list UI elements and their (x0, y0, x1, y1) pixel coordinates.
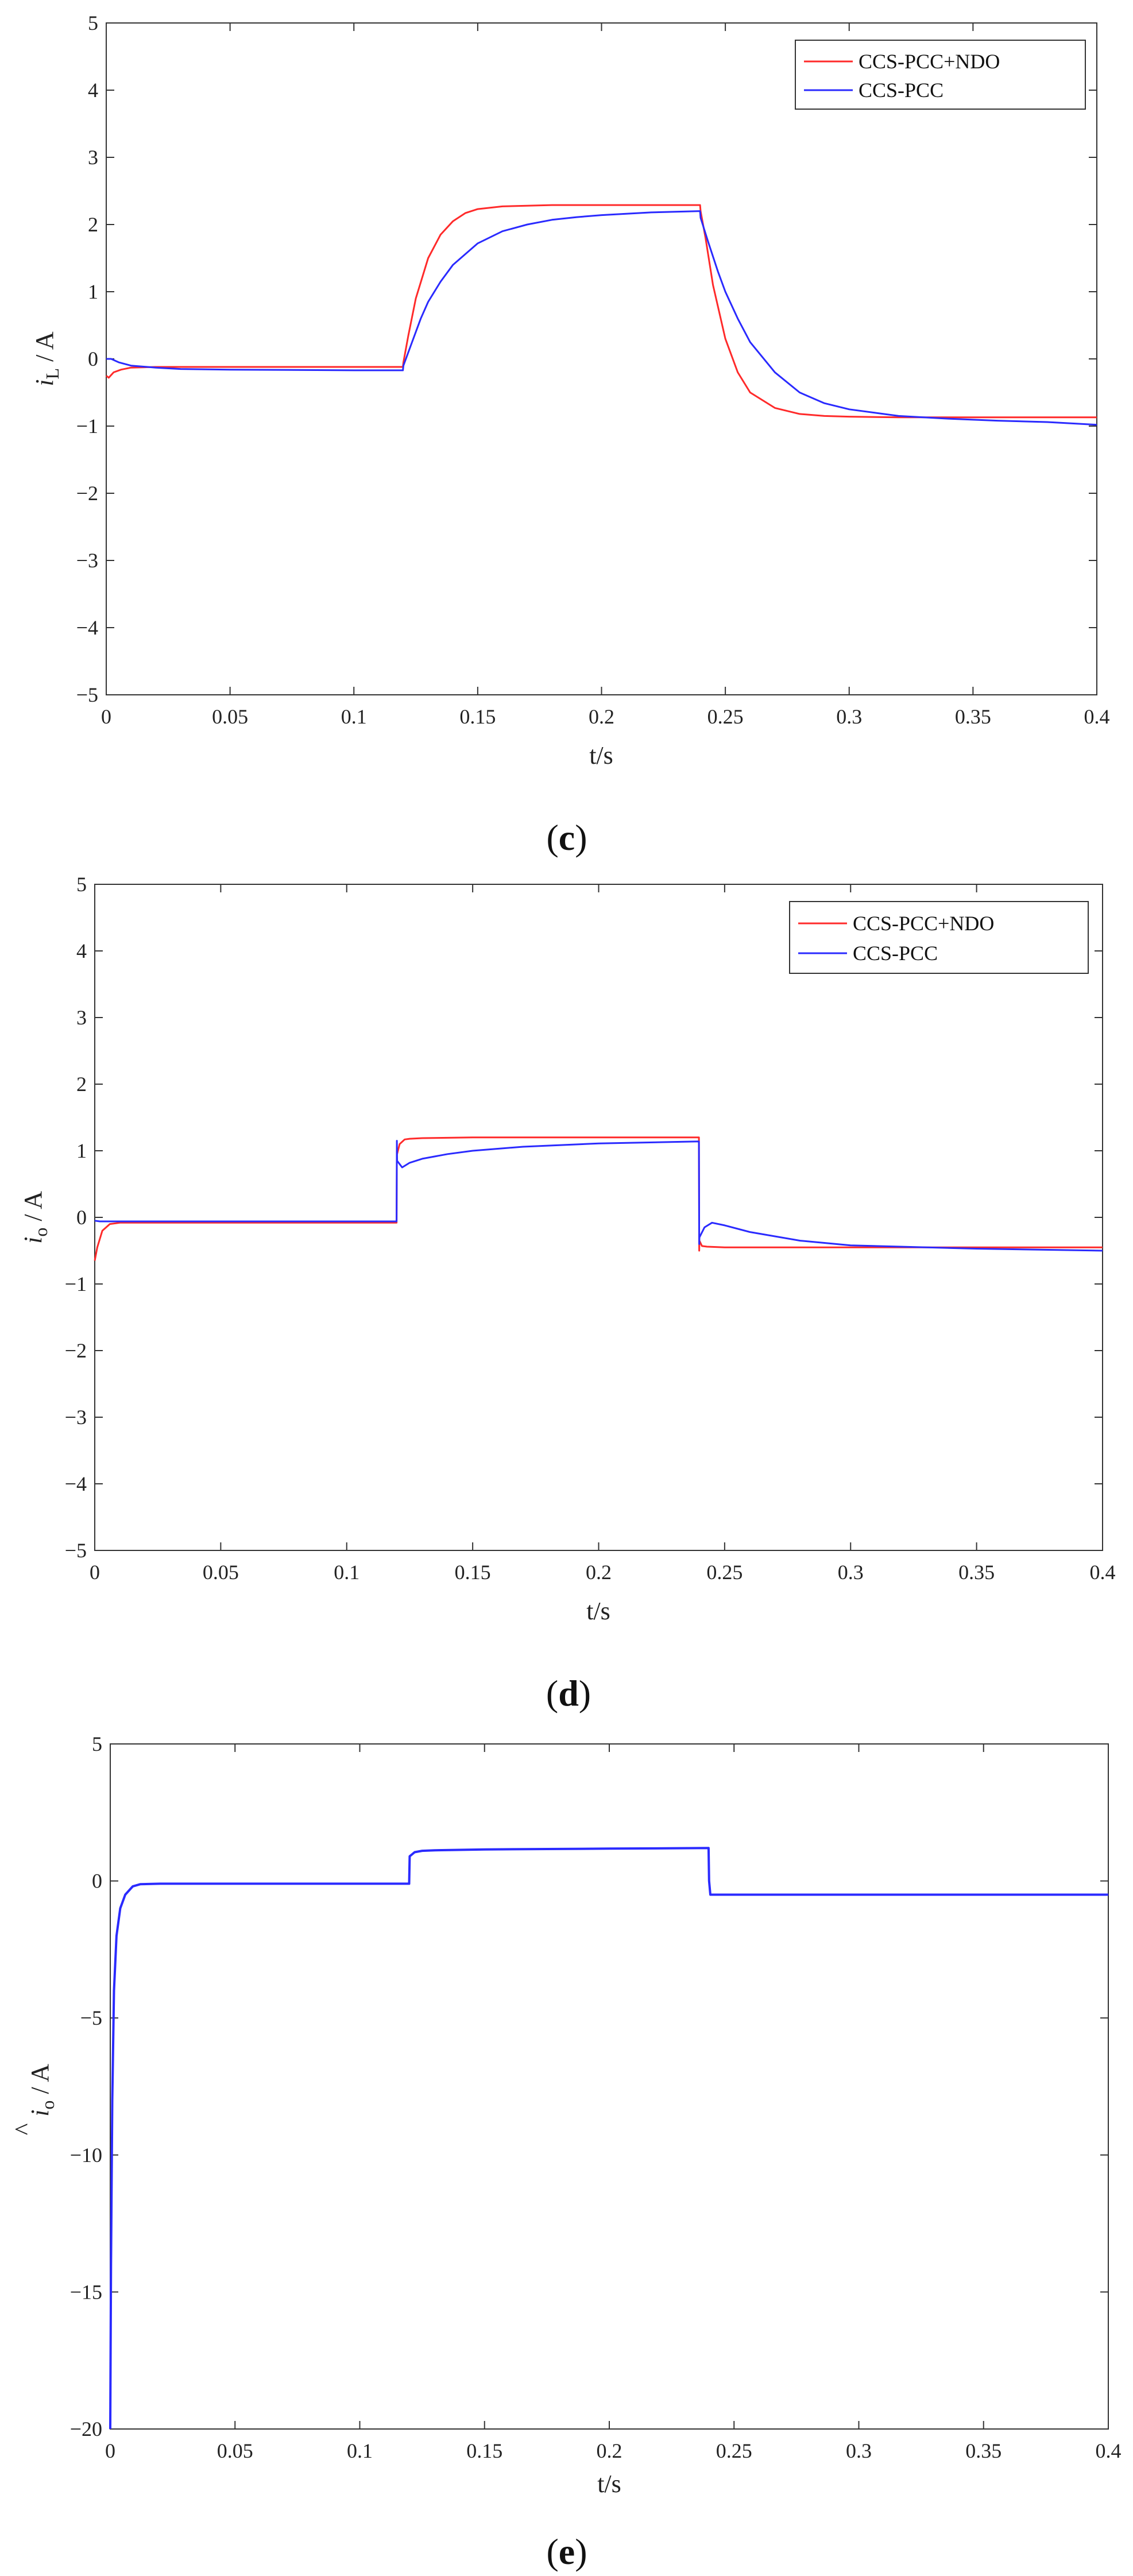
x-axis-label: t/s (589, 741, 613, 769)
y-axis-label: io / A (26, 2064, 58, 2117)
series-lines (109, 1847, 1108, 2430)
x-tick-label: 0.4 (1096, 2439, 1122, 2462)
x-ticks: 0 0.05 0.1 0.15 0.2 0.25 0.3 0.35 0.4 (105, 1744, 1122, 2462)
y-tick-label: −5 (76, 683, 98, 706)
x-tick-label: 0.35 (965, 2439, 1001, 2462)
chart-c: 0 0.05 0.1 0.15 0.2 0.25 0.3 0.35 0.4 −5 −4 −3 −2 −1… (30, 11, 1110, 858)
y-tick-label: 0 (88, 347, 98, 370)
y-tick-label: 5 (92, 1732, 102, 1755)
x-axis-label: t/s (586, 1597, 610, 1625)
x-tick-label: 0.2 (597, 2439, 622, 2462)
x-tick-label: 0.05 (212, 705, 248, 728)
y-tick-label: −1 (76, 415, 98, 438)
y-tick-label: 3 (88, 146, 98, 169)
x-tick-label: 0.1 (347, 2439, 373, 2462)
y-tick-label: −4 (76, 616, 98, 639)
x-tick-label: 0.3 (846, 2439, 872, 2462)
x-tick-label: 0.05 (203, 1561, 239, 1584)
x-tick-label: 0 (90, 1561, 100, 1584)
y-tick-label: 5 (88, 11, 98, 34)
y-tick-label: −1 (65, 1272, 87, 1295)
legend: CCS-PCC+NDO CCS-PCC (789, 901, 1089, 974)
y-tick-label: 2 (76, 1073, 87, 1096)
panel-caption: (d) (546, 1673, 591, 1714)
y-tick-label: −5 (65, 1539, 87, 1562)
x-tick-label: 0.4 (1090, 1561, 1116, 1584)
x-tick-label: 0.15 (466, 2439, 502, 2462)
y-ticks: −20 −15 −10 −5 0 5 (70, 1732, 1108, 2440)
panel-caption: (c) (546, 817, 587, 858)
x-tick-label: 0.25 (707, 705, 744, 728)
y-tick-label: 5 (76, 873, 87, 896)
x-tick-label: 0.15 (455, 1561, 491, 1584)
x-tick-label: 0.3 (838, 1561, 864, 1584)
y-tick-label: 1 (76, 1139, 87, 1162)
chart-d: 0 0.05 0.1 0.15 0.2 0.25 0.3 0.35 0.4 −5 −4 −3 −2 −1… (19, 873, 1116, 1714)
x-tick-label: 0.05 (217, 2439, 253, 2462)
y-tick-label: −10 (70, 2144, 102, 2167)
y-tick-label: 4 (88, 79, 98, 102)
x-tick-label: 0.1 (334, 1561, 359, 1584)
x-axis-label: t/s (597, 2470, 621, 2498)
y-tick-label: −4 (65, 1472, 87, 1495)
y-tick-label: −20 (70, 2418, 102, 2440)
series-lines (106, 204, 1097, 426)
y-axis-label: io / A (19, 1191, 51, 1244)
x-ticks: 0 0.05 0.1 0.15 0.2 0.25 0.3 0.35 0.4 (101, 23, 1110, 728)
x-tick-label: 0.25 (716, 2439, 752, 2462)
y-tick-label: −2 (65, 1339, 87, 1362)
x-tick-label: 0.4 (1084, 705, 1110, 728)
y-tick-label: −3 (76, 549, 98, 572)
y-tick-label: 0 (76, 1206, 87, 1229)
legend-entry: CCS-PCC (859, 79, 943, 102)
x-tick-label: 0.2 (589, 705, 614, 728)
x-tick-label: 0.15 (459, 705, 496, 728)
y-tick-label: −5 (80, 2006, 102, 2029)
x-tick-label: 0 (105, 2439, 115, 2462)
legend-entry: CCS-PCC+NDO (853, 912, 994, 935)
series-lines (94, 1136, 1103, 1261)
x-tick-label: 0 (101, 705, 111, 728)
y-tick-label: −2 (76, 482, 98, 505)
y-axis-label-hat: ^ (10, 2123, 38, 2135)
legend-entry: CCS-PCC (853, 942, 938, 965)
legend: CCS-PCC+NDO CCS-PCC (795, 40, 1086, 110)
plot-frame (106, 22, 1097, 695)
y-tick-label: −3 (65, 1406, 87, 1429)
x-tick-label: 0.35 (958, 1561, 995, 1584)
y-tick-label: −15 (70, 2280, 102, 2303)
plot-frame (110, 1743, 1109, 2430)
x-ticks: 0 0.05 0.1 0.15 0.2 0.25 0.3 0.35 0.4 (90, 884, 1116, 1584)
y-tick-label: 3 (76, 1006, 87, 1029)
plot-frame (94, 884, 1103, 1551)
series-line-ccs-pcc (106, 210, 1097, 426)
series-line-ccs-pcc-ndo (94, 1136, 1103, 1261)
chart-e: 0 0.05 0.1 0.15 0.2 0.25 0.3 0.35 0.4 −20−15−10−… (10, 1732, 1122, 2572)
y-ticks: −5 −4 −3 −2 −1 0 1 2 3 4 5 (65, 873, 1103, 1562)
y-ticks: −5 −4 −3 −2 −1 0 1 2 3 4 5 (76, 11, 1097, 706)
series-line-estimate (109, 1847, 1108, 2430)
series-line-ccs-pcc-ndo (106, 204, 1097, 419)
y-axis-label: iL / A (30, 331, 63, 386)
x-tick-label: 0.25 (706, 1561, 743, 1584)
x-tick-label: 0.1 (341, 705, 367, 728)
panel-caption: (e) (546, 2531, 587, 2572)
y-tick-label: 0 (92, 1870, 102, 1893)
x-tick-label: 0.3 (836, 705, 862, 728)
legend-entry: CCS-PCC+NDO (859, 50, 1000, 73)
y-tick-label: 2 (88, 213, 98, 236)
series-line-ccs-pcc (94, 1140, 1103, 1252)
y-tick-label: 4 (76, 939, 87, 962)
x-tick-label: 0.2 (586, 1561, 612, 1584)
x-tick-label: 0.35 (955, 705, 991, 728)
y-tick-label: 1 (88, 280, 98, 303)
